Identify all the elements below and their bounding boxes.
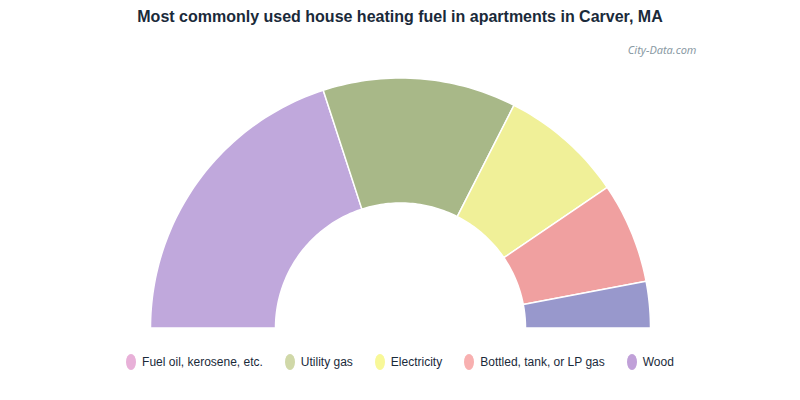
html-text:Electricity: Electricity <box>390 355 443 369</box>
html-text:Most commonly used house heati: Most commonly used house heating fuel in… <box>137 8 663 25</box>
html-text:Wood: Wood <box>642 355 674 369</box>
html-text:Bottled, tank, or LP gas: Bottled, tank, or LP gas <box>480 355 605 369</box>
svg-text:City-Data.com: City-Data.com <box>628 42 697 57</box>
html-text:Fuel oil, kerosene, etc.: Fuel oil, kerosene, etc. <box>142 355 263 369</box>
html-text:Utility gas: Utility gas <box>300 355 353 369</box>
